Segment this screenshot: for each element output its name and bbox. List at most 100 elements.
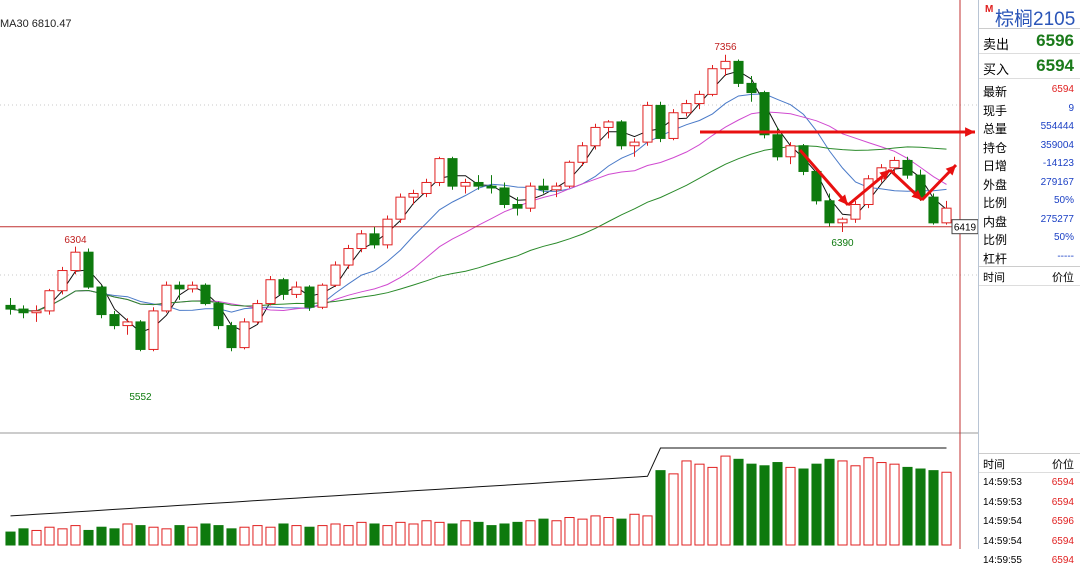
volume-bar: [486, 525, 497, 546]
candle-body: [408, 192, 419, 198]
candle-body: [616, 121, 627, 147]
stat-value: 6594: [1051, 84, 1074, 95]
volume-bar: [889, 463, 900, 546]
volume-bar: [122, 523, 133, 546]
stat-label: 比例: [983, 196, 1008, 210]
stat-label: 比例: [983, 233, 1008, 247]
candle-body: [668, 112, 679, 139]
volume-bar: [83, 529, 94, 546]
volume-bar: [577, 518, 588, 546]
tick-list-empty-area: [979, 286, 1080, 453]
volume-bar: [603, 517, 614, 546]
volume-bar: [408, 523, 419, 546]
ma3-line: [10, 70, 947, 333]
volume-bar: [746, 463, 757, 546]
volume-bar: [135, 525, 146, 546]
tick-row: 14:59:55 6594: [979, 551, 1080, 571]
tick-row: 14:59:53 6594: [979, 493, 1080, 513]
volume-bar: [759, 465, 770, 546]
tick-row: 14:59:54 6596: [979, 512, 1080, 532]
trend-arrow: [798, 149, 850, 206]
volume-bar: [395, 521, 406, 546]
tick-time-header: 时间: [983, 272, 1005, 284]
candle-body: [382, 218, 393, 246]
volume-bar: [200, 523, 211, 546]
stat-label: 最新: [983, 85, 1008, 99]
symbol-name[interactable]: 棕榈2105: [995, 9, 1076, 30]
volume-bar: [590, 515, 601, 546]
volume-bar: [785, 466, 796, 546]
volume-bar: [629, 513, 640, 546]
stat-row: 比例 50%: [979, 192, 1080, 211]
volume-bar: [902, 466, 913, 546]
candle-body: [83, 251, 94, 288]
volume-bar: [213, 525, 224, 546]
candle-body: [447, 158, 458, 187]
candle-body: [564, 161, 575, 187]
tick-price: 6594: [1051, 477, 1074, 488]
candle-body: [655, 104, 666, 139]
volume-bar: [681, 460, 692, 546]
candle-body: [356, 233, 367, 250]
ma30-indicator-label: MA30 6810.47: [0, 18, 72, 30]
kline-chart[interactable]: 6419 7356 6304 5552 6390 MA30 6810.47: [0, 0, 978, 549]
candle-body: [525, 185, 536, 209]
tick-row: 14:59:54 6594: [979, 532, 1080, 552]
extreme-price-label: 5552: [129, 392, 152, 403]
candle-body: [109, 314, 120, 327]
trend-arrow-head: [837, 194, 848, 205]
volume-bar: [460, 520, 471, 546]
candle-body: [278, 279, 289, 295]
quote-stats: 最新 6594 现手 9 总量 554444 持仓 359004 日增 -14123 外盘 27916…: [979, 79, 1080, 266]
candle-body: [148, 310, 159, 350]
candle-body: [31, 310, 42, 314]
volume-bar: [161, 528, 172, 546]
candle-body: [720, 60, 731, 70]
candle-body: [304, 286, 315, 308]
candle-body: [499, 187, 510, 205]
stat-value: 50%: [1053, 195, 1074, 206]
tick-list[interactable]: 14:59:53 6594 14:59:53 6594 14:59:54 6596 14:5…: [979, 473, 1080, 571]
candle-body: [538, 185, 549, 191]
volume-bar: [265, 526, 276, 546]
candle-body: [265, 279, 276, 305]
stat-label: 杠杆: [983, 251, 1008, 266]
candle-body: [889, 159, 900, 169]
candle-body: [200, 284, 211, 305]
candle-body: [590, 126, 601, 147]
trend-arrow-head: [879, 170, 890, 181]
volume-bar: [668, 473, 679, 546]
volume-bar: [694, 463, 705, 546]
volume-bar: [239, 526, 250, 546]
volume-bar: [109, 528, 120, 546]
candle-body: [460, 181, 471, 187]
chart-canvas[interactable]: 6419 7356 6304 5552 6390: [0, 0, 978, 549]
candle-body: [343, 248, 354, 266]
candle-body: [174, 284, 185, 290]
tick-price: 6594: [1051, 555, 1074, 566]
stat-value: 9: [1068, 102, 1074, 114]
volume-bar: [863, 457, 874, 546]
volume-bar: [447, 523, 458, 546]
candle-body: [239, 321, 250, 349]
tick-row: 14:59:53 6594: [979, 473, 1080, 493]
quote-panel: M 棕榈2105 卖出 6596 买入 6594 最新 6594 现手 9 总量 5544…: [978, 0, 1080, 566]
candle-body: [473, 181, 484, 187]
open-interest-line: [10, 447, 947, 517]
sell-price: 6596: [1036, 31, 1074, 50]
candle-body: [694, 93, 705, 105]
volume-bar: [421, 520, 432, 546]
volume-bar: [473, 521, 484, 546]
candle-body: [434, 158, 445, 183]
candle-body: [551, 185, 562, 191]
extreme-price-label: 6390: [831, 238, 854, 249]
stat-row: 比例 50%: [979, 229, 1080, 248]
volume-bar: [343, 525, 354, 546]
tick-price-header: 价位: [1052, 272, 1074, 284]
sell-label: 卖出: [983, 37, 1010, 52]
stat-label: 现手: [983, 103, 1008, 118]
stat-label: 日增: [983, 159, 1008, 173]
stat-value: -14123: [1042, 158, 1074, 169]
candle-body: [941, 207, 952, 224]
candle-body: [850, 203, 861, 220]
